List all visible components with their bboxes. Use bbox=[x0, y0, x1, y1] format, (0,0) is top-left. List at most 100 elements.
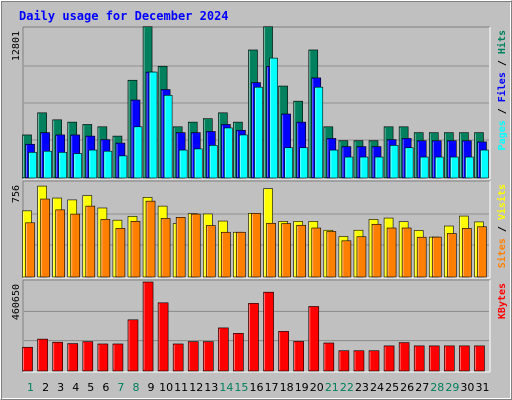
bar-sites-day-22 bbox=[341, 240, 352, 278]
x-axis-day-labels: 1 2 3 4 5 6 7 8 9 10 11 12 13 14 15 16 17 18 19 20 21 22 23 24 2… bbox=[27, 381, 489, 394]
bar-pages-day-15 bbox=[239, 134, 248, 179]
bar-pages-day-28 bbox=[434, 156, 444, 179]
legend-entry-sites: Sites bbox=[496, 238, 508, 268]
panel-kbytes: 460650 KBytes bbox=[11, 279, 508, 373]
bar-pages-day-21 bbox=[329, 149, 339, 179]
legend: Sites / Visits bbox=[496, 184, 508, 268]
bar-pages-day-26 bbox=[404, 147, 414, 179]
bar-sites-day-1 bbox=[25, 222, 35, 278]
bar-pages-day-17 bbox=[269, 57, 278, 179]
bar-kbytes-day-3 bbox=[52, 341, 63, 372]
x-tick-label-day-31: 31 bbox=[475, 381, 489, 394]
x-tick-label-day-6: 6 bbox=[102, 381, 109, 394]
bar-kbytes-day-4 bbox=[67, 343, 79, 372]
legend-text: KBytes bbox=[497, 283, 508, 319]
bar-sites-day-31 bbox=[477, 226, 487, 278]
bar-kbytes-day-1 bbox=[22, 346, 33, 372]
bar-pages-day-22 bbox=[344, 156, 354, 179]
x-tick-label-day-1: 1 bbox=[27, 381, 34, 394]
x-tick-label-day-26: 26 bbox=[400, 381, 414, 394]
x-tick-label-day-21: 21 bbox=[325, 381, 339, 394]
legend-separator: / bbox=[497, 220, 508, 238]
bar-kbytes-day-26 bbox=[398, 342, 410, 372]
bar-sites-day-2 bbox=[40, 198, 50, 278]
bar-sites-day-26 bbox=[401, 227, 412, 278]
bar-sites-day-17 bbox=[266, 222, 276, 278]
bar-pages-day-3 bbox=[58, 152, 67, 179]
bar-pages-day-31 bbox=[480, 149, 489, 179]
bar-pages-day-5 bbox=[88, 149, 98, 179]
bar-pages-day-11 bbox=[178, 149, 188, 179]
legend-entry-visits: Visits bbox=[496, 184, 508, 220]
bar-sites-day-30 bbox=[462, 228, 472, 278]
legend-entry-files: Files bbox=[496, 72, 508, 102]
bar-sites-day-27 bbox=[416, 236, 427, 278]
bar-sites-day-15 bbox=[236, 231, 246, 278]
bar-kbytes-day-23 bbox=[353, 350, 365, 372]
x-tick-label-day-22: 22 bbox=[340, 381, 354, 394]
bar-pages-day-19 bbox=[299, 147, 308, 179]
bar-sites-day-20 bbox=[311, 227, 322, 278]
bar-sites-day-28 bbox=[431, 236, 442, 278]
bar-pages-day-10 bbox=[163, 95, 173, 179]
bar-sites-day-3 bbox=[55, 209, 65, 278]
bar-pages-day-12 bbox=[193, 148, 203, 179]
bar-pages-day-14 bbox=[224, 127, 233, 179]
bar-pages-day-20 bbox=[314, 86, 324, 179]
chart-title: Daily usage for December 2024 bbox=[19, 9, 229, 23]
x-tick-label-day-3: 3 bbox=[57, 381, 64, 394]
bar-pages-day-16 bbox=[254, 86, 263, 179]
chart-panels: 12801 Pages / Files / Hits 756 Sites / Visi… bbox=[11, 26, 508, 373]
bar-sites-day-21 bbox=[326, 231, 337, 278]
y-max-label: 12801 bbox=[11, 31, 22, 61]
legend-separator: / bbox=[497, 54, 508, 72]
legend-entry-hits: Hits bbox=[496, 30, 508, 54]
legend-text: Sites / Visits bbox=[496, 184, 508, 268]
bar-pages-day-30 bbox=[465, 156, 474, 179]
bar-kbytes-day-10 bbox=[157, 302, 169, 372]
y-max-label: 460650 bbox=[11, 284, 22, 320]
x-tick-label-day-8: 8 bbox=[132, 381, 139, 394]
legend-separator: / bbox=[497, 102, 508, 120]
bar-pages-day-27 bbox=[419, 156, 429, 179]
x-tick-label-day-4: 4 bbox=[72, 381, 79, 394]
bar-kbytes-day-2 bbox=[37, 338, 48, 372]
bar-sites-day-18 bbox=[281, 223, 291, 278]
bar-pages-day-23 bbox=[359, 156, 369, 179]
x-tick-label-day-5: 5 bbox=[87, 381, 94, 394]
series-sites bbox=[25, 198, 487, 278]
bar-kbytes-day-8 bbox=[127, 319, 139, 372]
bar-kbytes-day-27 bbox=[413, 345, 425, 372]
series-kbytes bbox=[22, 281, 485, 372]
bar-pages-day-4 bbox=[73, 153, 83, 179]
bar-kbytes-day-24 bbox=[368, 350, 380, 372]
x-tick-label-day-23: 23 bbox=[355, 381, 369, 394]
x-tick-label-day-17: 17 bbox=[265, 381, 279, 394]
x-tick-label-day-30: 30 bbox=[460, 381, 474, 394]
bar-kbytes-day-9 bbox=[142, 281, 154, 372]
legend: Pages / Files / Hits bbox=[496, 30, 508, 150]
bar-kbytes-day-5 bbox=[82, 341, 94, 372]
bar-sites-day-8 bbox=[130, 220, 141, 278]
bar-sites-day-12 bbox=[190, 213, 201, 278]
bar-pages-day-7 bbox=[118, 155, 128, 179]
bar-kbytes-day-31 bbox=[474, 345, 485, 372]
bar-sites-day-19 bbox=[296, 224, 306, 278]
bar-sites-day-4 bbox=[70, 213, 81, 278]
x-tick-label-day-25: 25 bbox=[385, 381, 399, 394]
x-tick-label-day-18: 18 bbox=[280, 381, 294, 394]
x-tick-label-day-24: 24 bbox=[370, 381, 384, 394]
series-pages bbox=[28, 57, 489, 179]
bar-kbytes-day-15 bbox=[233, 333, 244, 372]
x-tick-label-day-12: 12 bbox=[189, 381, 203, 394]
bar-sites-day-6 bbox=[100, 219, 111, 278]
legend-text: Pages / Files / Hits bbox=[496, 30, 508, 150]
bar-pages-day-24 bbox=[374, 156, 384, 179]
bar-sites-day-13 bbox=[206, 225, 216, 278]
bar-sites-day-24 bbox=[371, 223, 382, 278]
y-max-label: 756 bbox=[11, 185, 22, 203]
legend: KBytes bbox=[497, 283, 508, 319]
x-tick-label-day-19: 19 bbox=[295, 381, 309, 394]
